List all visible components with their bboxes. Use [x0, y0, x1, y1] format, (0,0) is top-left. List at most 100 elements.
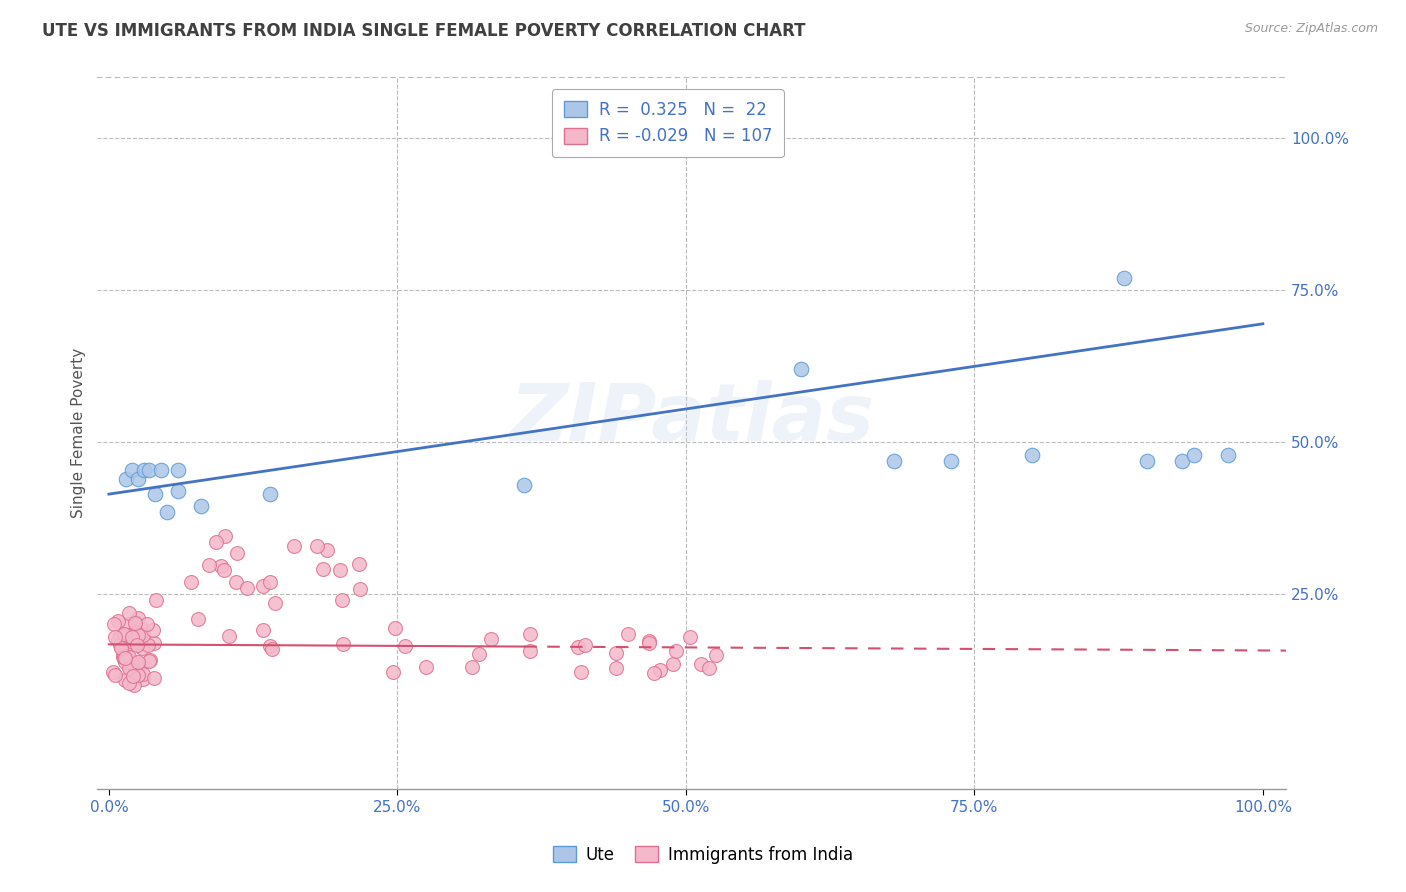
Point [139, 653, 162, 667]
Y-axis label: Single Female Poverty: Single Female Poverty [72, 348, 86, 518]
Point [127, 611, 149, 625]
Point [574, 638, 596, 652]
Point [311, 562, 333, 576]
Point [650, 663, 672, 677]
Point [226, 546, 249, 560]
Point [104, 631, 127, 645]
Point [121, 463, 143, 477]
Point [704, 648, 727, 662]
Point [136, 638, 159, 652]
Point [122, 626, 145, 640]
Point [605, 660, 627, 674]
Point [941, 453, 963, 467]
Point [127, 638, 149, 652]
Point [115, 472, 138, 486]
Point [112, 650, 135, 665]
Point [131, 641, 153, 656]
Point [225, 575, 247, 590]
Point [132, 463, 155, 477]
Point [214, 563, 236, 577]
Point [103, 617, 125, 632]
Point [114, 650, 136, 665]
Point [415, 660, 437, 674]
Point [381, 665, 404, 679]
Point [461, 660, 484, 674]
Point [127, 628, 149, 642]
Point [138, 463, 160, 477]
Point [262, 642, 284, 657]
Point [689, 657, 711, 671]
Legend: R =  0.325   N =  22, R = -0.029   N = 107: R = 0.325 N = 22, R = -0.029 N = 107 [553, 89, 783, 157]
Legend: Ute, Immigrants from India: Ute, Immigrants from India [546, 839, 860, 871]
Point [252, 579, 274, 593]
Point [1182, 448, 1205, 462]
Point [305, 539, 328, 553]
Point [127, 472, 149, 486]
Point [112, 649, 135, 664]
Point [124, 615, 146, 629]
Point [132, 672, 155, 686]
Point [121, 630, 143, 644]
Point [259, 487, 281, 501]
Point [605, 646, 627, 660]
Point [111, 648, 134, 663]
Text: ZIPatlas: ZIPatlas [509, 380, 875, 458]
Text: UTE VS IMMIGRANTS FROM INDIA SINGLE FEMALE POVERTY CORRELATION CHART: UTE VS IMMIGRANTS FROM INDIA SINGLE FEMA… [42, 22, 806, 40]
Point [118, 661, 141, 675]
Point [167, 463, 190, 477]
Point [110, 638, 132, 652]
Point [1218, 448, 1240, 462]
Point [197, 558, 219, 572]
Point [107, 614, 129, 628]
Point [122, 677, 145, 691]
Point [259, 575, 281, 590]
Point [112, 627, 135, 641]
Point [1171, 453, 1194, 467]
Point [104, 667, 127, 681]
Point [1114, 271, 1136, 285]
Point [190, 500, 212, 514]
Point [136, 616, 159, 631]
Point [479, 632, 502, 646]
Point [124, 616, 146, 631]
Point [790, 362, 813, 376]
Point [252, 624, 274, 638]
Point [138, 654, 160, 668]
Point [117, 637, 139, 651]
Point [132, 623, 155, 637]
Point [143, 671, 166, 685]
Point [259, 639, 281, 653]
Point [236, 582, 259, 596]
Point [329, 563, 352, 577]
Point [697, 660, 720, 674]
Point [122, 669, 145, 683]
Point [264, 596, 287, 610]
Point [679, 630, 702, 644]
Point [117, 617, 139, 632]
Point [167, 484, 190, 499]
Text: Source: ZipAtlas.com: Source: ZipAtlas.com [1244, 22, 1378, 36]
Point [118, 653, 141, 667]
Point [349, 582, 371, 596]
Point [218, 629, 240, 643]
Point [468, 647, 491, 661]
Point [394, 639, 416, 653]
Point [141, 623, 163, 637]
Point [143, 487, 166, 501]
Point [131, 628, 153, 642]
Point [118, 630, 141, 644]
Point [118, 661, 141, 675]
Point [101, 665, 124, 679]
Point [662, 657, 685, 671]
Point [145, 593, 167, 607]
Point [187, 612, 209, 626]
Point [180, 575, 202, 590]
Point [883, 453, 905, 467]
Point [513, 478, 536, 492]
Point [519, 644, 541, 658]
Point [384, 621, 406, 635]
Point [127, 667, 149, 681]
Point [121, 657, 143, 671]
Point [131, 667, 153, 681]
Point [637, 634, 659, 648]
